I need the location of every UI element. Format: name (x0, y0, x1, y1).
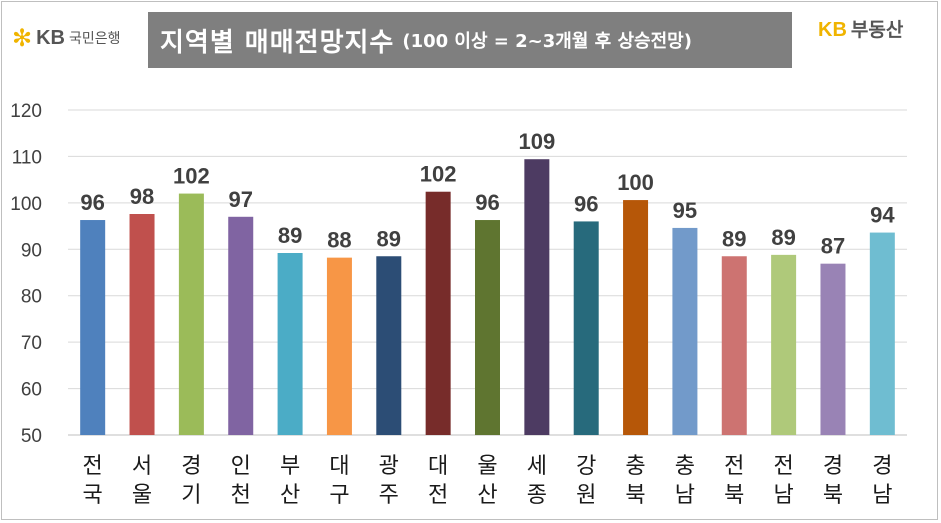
chart-title-sub: (100 이상 = 2~3개월 후 상승전망) (402, 31, 692, 52)
data-label-경남: 94 (870, 203, 895, 228)
category-labels: 전 국 서 울 경 기 인 천 부 산 대 구 광 주 대 전 울 산 세 종 강 원 충 북 충 남 전 북 전 남 경 북 경 남 (83, 454, 893, 508)
data-label-대전: 102 (420, 162, 457, 187)
bar-울산 (475, 220, 500, 435)
bar-인천 (228, 216, 254, 435)
bar-대전 (425, 191, 451, 435)
y-tick-label: 80 (21, 287, 42, 308)
bars (80, 159, 895, 435)
kb-realestate-logo: KB 부동산 (818, 15, 903, 42)
bar-강원 (573, 221, 599, 435)
data-label-충북: 100 (617, 170, 654, 195)
data-label-서울: 98 (130, 184, 154, 209)
data-label-전남: 89 (771, 225, 795, 250)
bar-전북 (721, 256, 747, 435)
chart-title: 지역별 매매전망지수 (100 이상 = 2~3개월 후 상승전망) (148, 12, 792, 68)
bar-부산 (277, 253, 303, 435)
data-label-세종: 109 (518, 129, 555, 154)
data-label-충남: 95 (673, 198, 697, 223)
bar-충북 (623, 200, 649, 435)
data-label-강원: 96 (574, 191, 598, 216)
data-label-전국: 96 (80, 190, 104, 215)
data-label-경기: 102 (173, 164, 210, 189)
bar-경남 (869, 232, 895, 435)
bar-충남 (672, 227, 698, 435)
kb-bank-logo: ✻ KB 국민은행 (12, 26, 121, 50)
y-tick-label: 90 (21, 240, 42, 261)
data-labels: 96 98 102 97 89 88 89 102 96 109 96 100 95 89 89 87 94 (80, 129, 895, 258)
data-label-전북: 89 (722, 226, 746, 251)
y-tick-label: 110 (12, 147, 42, 168)
bar-서울 (129, 214, 155, 435)
y-tick-label: 50 (21, 426, 42, 447)
data-label-울산: 96 (475, 190, 499, 215)
y-tick-label: 120 (10, 101, 42, 122)
bank-logo-kb: KB (36, 26, 65, 49)
y-tick-label: 70 (21, 333, 42, 354)
bar-전남 (771, 254, 797, 435)
data-label-광주: 89 (377, 226, 401, 251)
bank-logo-name: 국민은행 (69, 31, 121, 47)
chart-title-main: 지역별 매매전망지수 (160, 27, 395, 58)
brand-kb: KB (818, 19, 847, 41)
bar-세종 (524, 159, 550, 435)
kb-star-icon: ✻ (12, 24, 33, 52)
bar-경북 (820, 263, 846, 435)
data-label-부산: 89 (278, 223, 302, 248)
bar-전국 (80, 220, 106, 435)
bar-경기 (178, 193, 204, 435)
data-label-대구: 88 (327, 228, 351, 253)
y-tick-label: 60 (21, 380, 42, 401)
bar-광주 (376, 256, 402, 435)
bar-대구 (326, 257, 352, 435)
brand-name: 부동산 (850, 19, 904, 41)
data-label-경북: 87 (821, 234, 845, 259)
y-tick-label: 100 (10, 194, 42, 215)
data-label-인천: 97 (228, 187, 252, 212)
y-axis-ticks: 50 60 70 80 90 100 110 120 (10, 101, 42, 447)
